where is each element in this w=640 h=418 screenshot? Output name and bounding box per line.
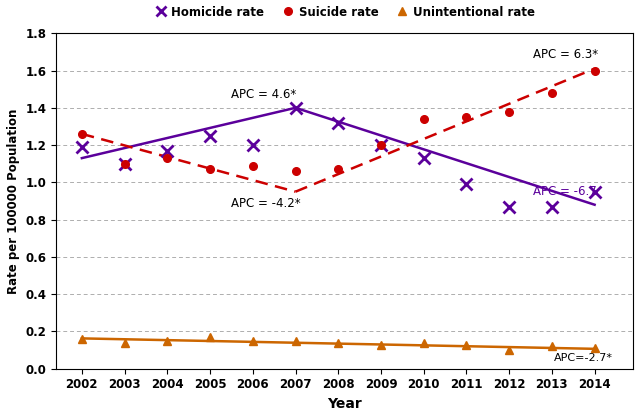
Y-axis label: Rate per 100000 Population: Rate per 100000 Population xyxy=(7,108,20,294)
Text: APC = -6.7: APC = -6.7 xyxy=(532,185,596,198)
Text: APC = -4.2*: APC = -4.2* xyxy=(232,197,301,210)
Legend: Homicide rate, Suicide rate, Unintentional rate: Homicide rate, Suicide rate, Unintention… xyxy=(155,5,534,18)
Text: APC = 6.3*: APC = 6.3* xyxy=(532,48,598,61)
X-axis label: Year: Year xyxy=(327,397,362,411)
Text: APC = 4.6*: APC = 4.6* xyxy=(232,88,297,101)
Text: APC=-2.7*: APC=-2.7* xyxy=(554,353,613,363)
